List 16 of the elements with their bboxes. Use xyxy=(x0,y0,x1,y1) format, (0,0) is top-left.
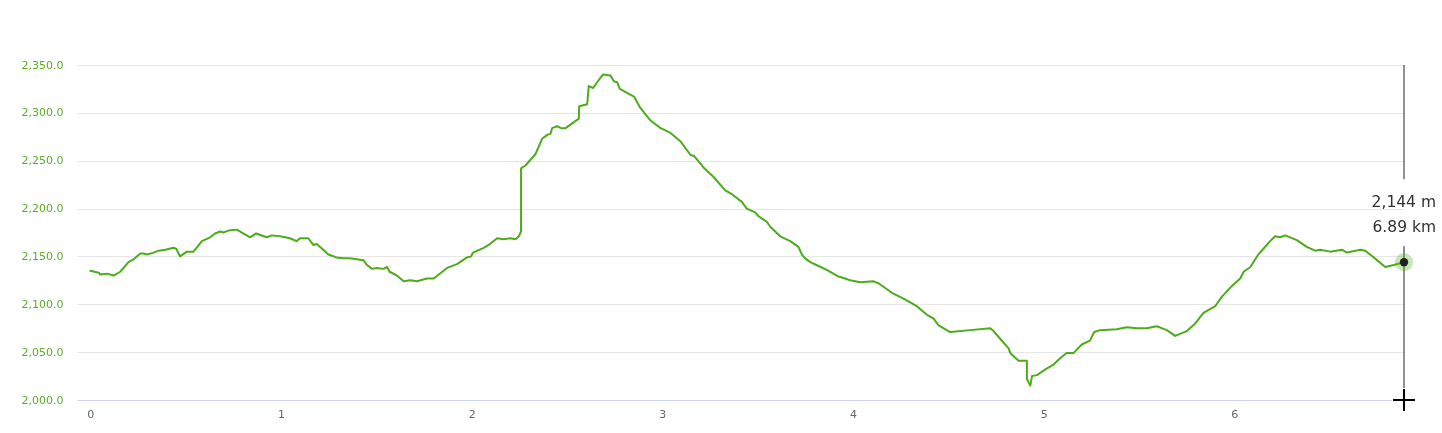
x-tick-label: 6 xyxy=(1231,407,1239,421)
y-tick-label: 2,150.0 xyxy=(21,249,64,263)
x-tick-label: 4 xyxy=(849,407,857,421)
y-tick-label: 2,000.0 xyxy=(21,393,64,407)
x-tick-label: 0 xyxy=(87,407,95,421)
y-tick-label: 2,300.0 xyxy=(21,106,64,120)
x-tick-label: 5 xyxy=(1040,407,1048,421)
y-tick-label: 2,250.0 xyxy=(21,154,64,168)
y-tick-label: 2,100.0 xyxy=(21,297,64,311)
y-tick-label: 2,200.0 xyxy=(21,202,64,216)
x-tick-label: 1 xyxy=(278,407,286,421)
y-tick-label: 2,050.0 xyxy=(21,345,64,359)
annotation: 2,144 m 6.89 km xyxy=(1371,193,1436,237)
y-tick-label: 2,350.0 xyxy=(21,58,64,72)
x-tick-label: 2 xyxy=(468,407,476,421)
x-tick-label: 3 xyxy=(659,407,667,421)
